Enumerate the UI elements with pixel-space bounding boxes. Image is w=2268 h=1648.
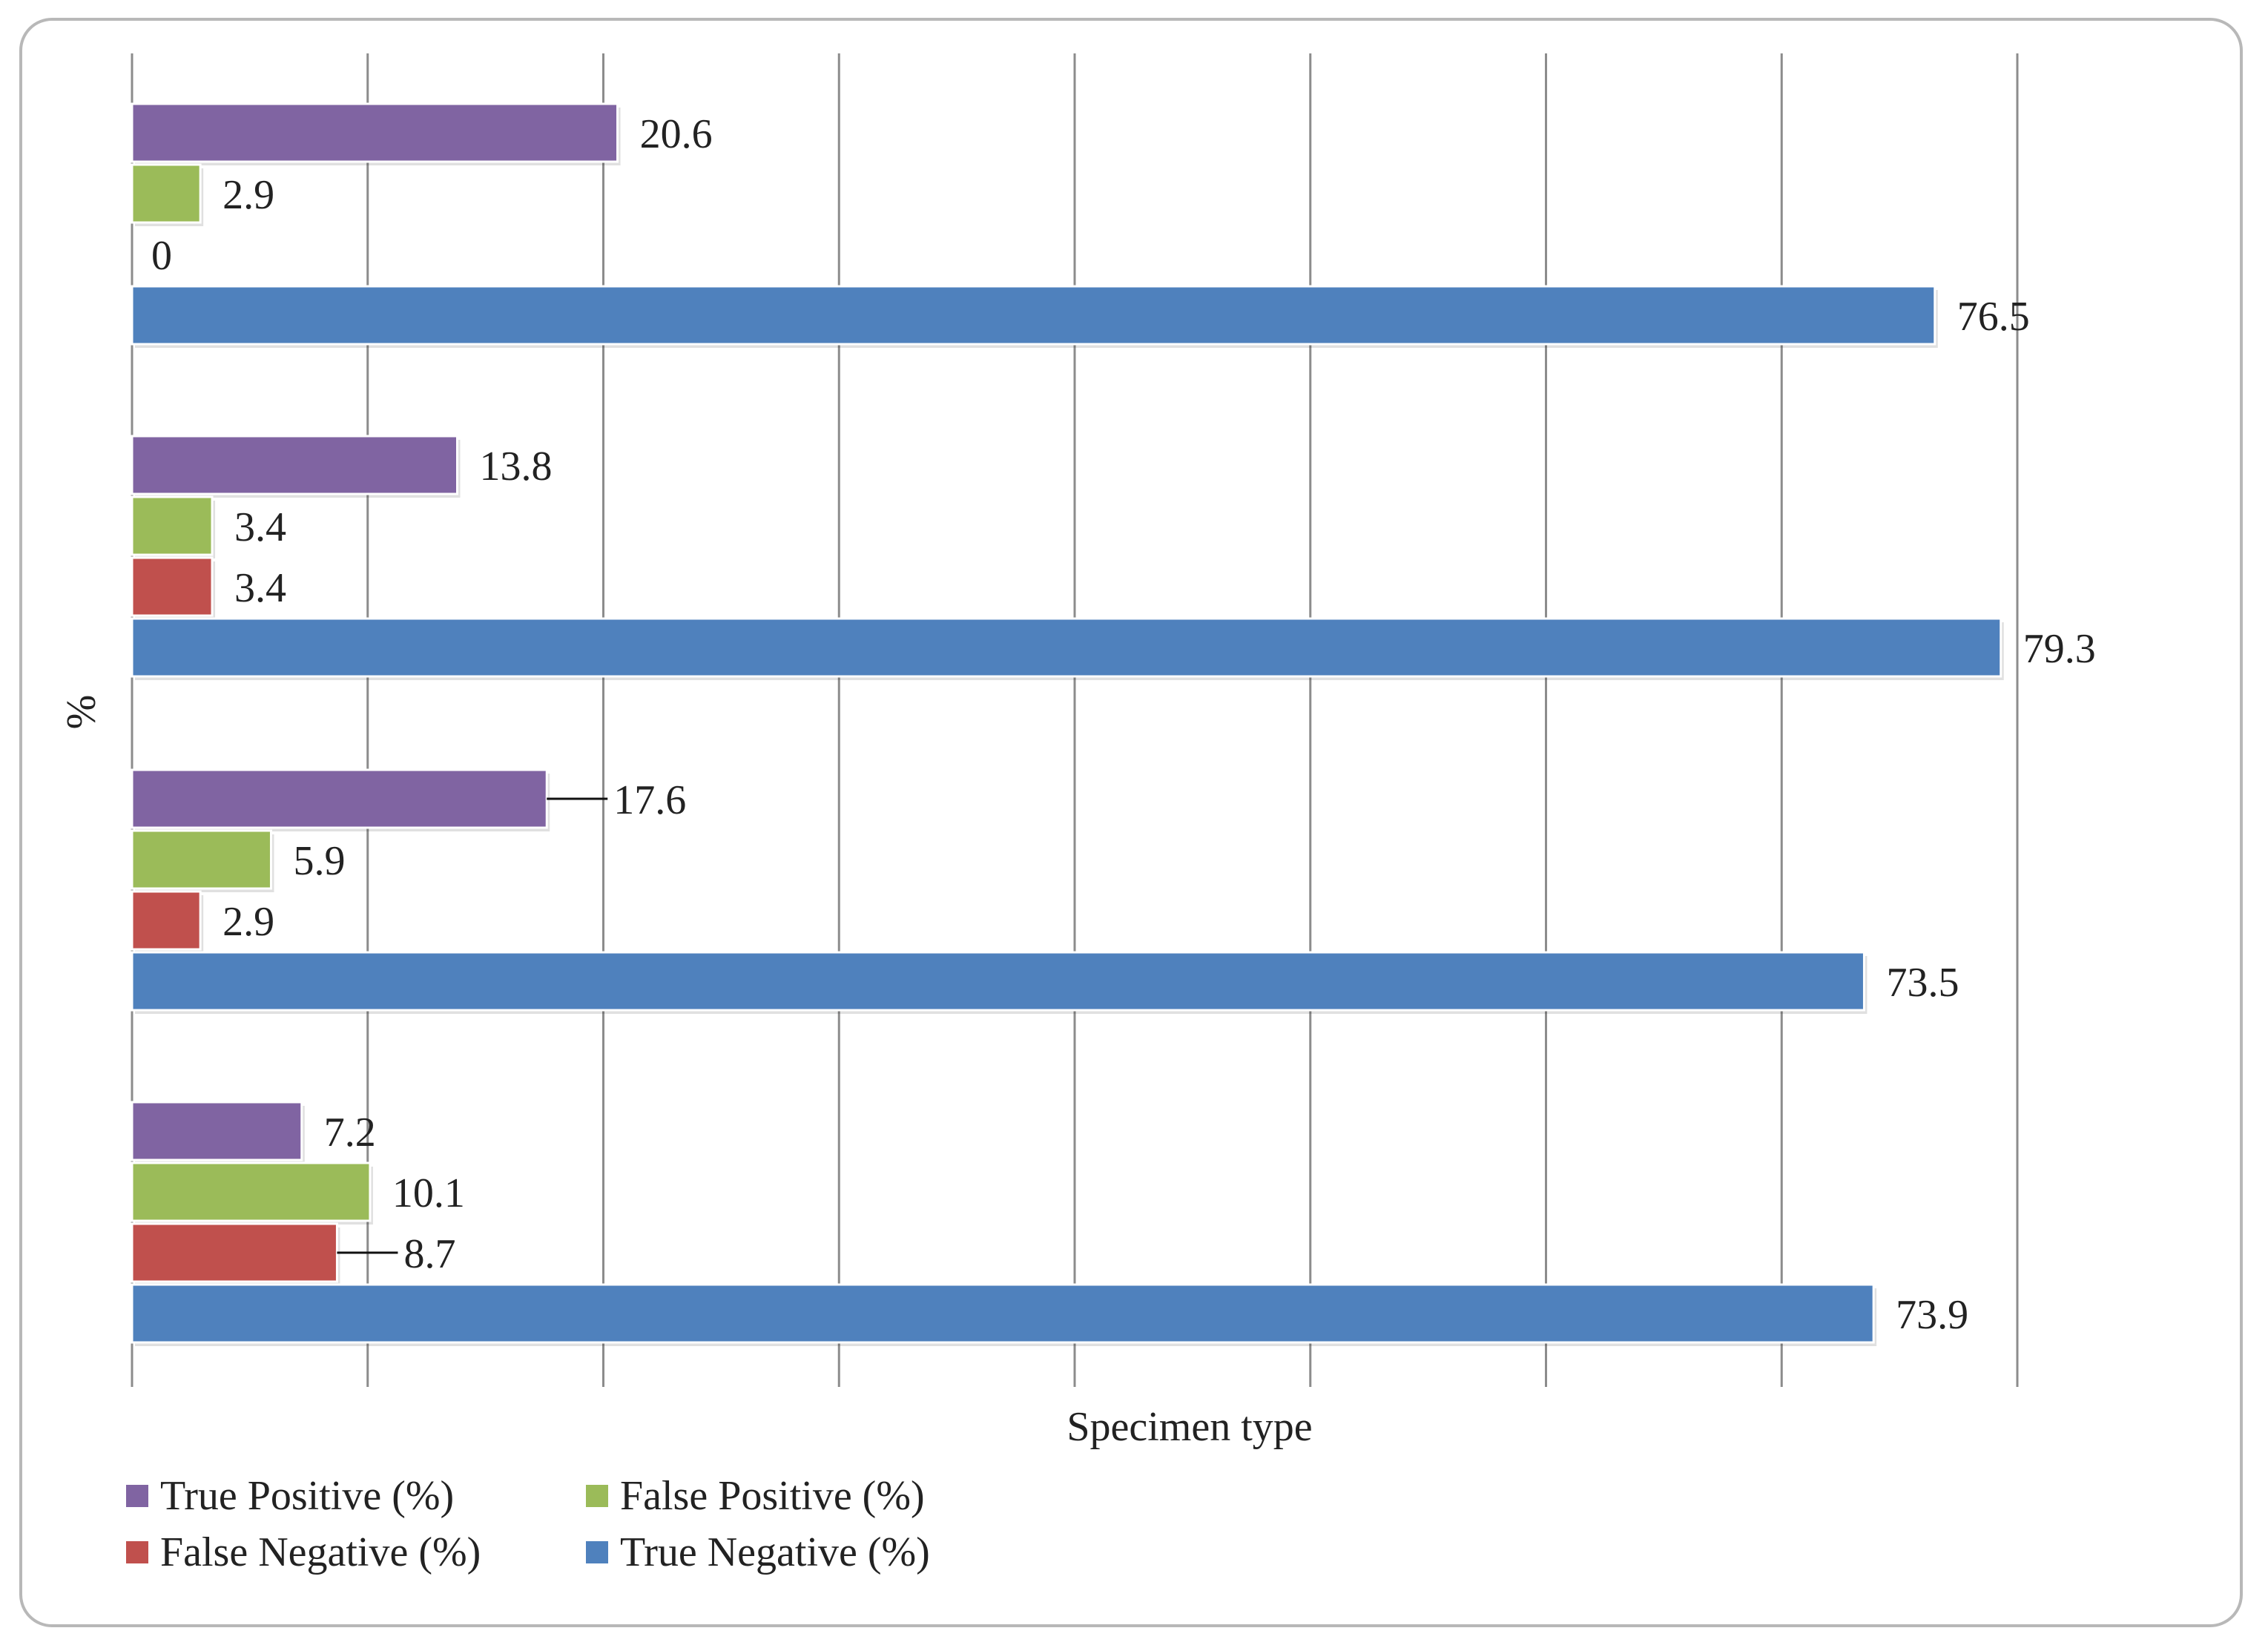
bar-false-positive-1 [131,495,214,556]
data-label-false-negative-3: 8.7 [403,1231,455,1277]
legend-swatch-false-positive [586,1485,608,1507]
data-label-false-positive-1: 3.4 [234,504,286,550]
x-axis-title: Specimen type [1067,1404,1312,1450]
data-label-true-positive-2: 17.6 [613,777,686,823]
bar-true-negative-2 [131,951,1865,1012]
data-label-false-positive-3: 10.1 [392,1170,465,1216]
bar-false-positive-3 [131,1161,372,1222]
bars [131,102,2004,1346]
bar-false-negative-3 [131,1222,338,1283]
bar-true-negative-0 [131,285,1936,346]
data-label-true-positive-0: 20.6 [640,111,713,157]
data-label-true-positive-3: 7.2 [324,1110,376,1156]
legend-label-true-negative: True Negative (%) [620,1529,930,1575]
data-label-true-negative-2: 73.5 [1886,960,1959,1006]
data-label-false-negative-2: 2.9 [222,899,274,945]
legend-swatch-true-positive [126,1485,148,1507]
legend-item-false-negative: False Negative (%) [126,1529,481,1576]
legend-label-false-negative: False Negative (%) [160,1529,481,1575]
legend-swatch-false-negative [126,1541,148,1563]
data-label-false-negative-0: 0 [151,233,172,279]
data-label-true-negative-0: 76.5 [1957,294,2030,340]
bar-true-positive-1 [131,435,458,495]
data-label-false-negative-1: 3.4 [234,565,286,611]
legend-label-true-positive: True Positive (%) [160,1473,455,1519]
data-label-false-positive-2: 5.9 [293,838,345,884]
bar-true-positive-3 [131,1101,303,1161]
legend-swatch-true-negative [586,1541,608,1563]
bar-true-negative-3 [131,1283,1875,1344]
bar-true-negative-1 [131,617,2002,678]
data-labels: 20.6 2.9 0 76.5 13.8 3.4 3.4 79.3 17.6 5.9 2.9 73.5… [151,111,2096,1338]
bar-false-positive-0 [131,163,202,224]
legend: True Positive (%) False Positive (%) Fal… [126,1465,1090,1591]
legend-item-true-positive: True Positive (%) [126,1472,454,1520]
bar-false-negative-1 [131,556,214,617]
bar-true-positive-0 [131,102,619,163]
legend-item-true-negative: True Negative (%) [586,1529,930,1576]
bar-false-positive-2 [131,829,272,890]
data-label-true-negative-1: 79.3 [2023,626,2096,672]
y-axis-title: % [59,695,105,730]
legend-label-false-positive: False Positive (%) [620,1473,925,1519]
bar-true-positive-2 [131,768,548,829]
data-label-false-positive-0: 2.9 [222,172,274,218]
legend-item-false-positive: False Positive (%) [586,1472,925,1520]
data-label-true-negative-3: 73.9 [1896,1292,1968,1338]
bar-false-negative-2 [131,890,202,951]
data-label-true-positive-1: 13.8 [479,444,552,490]
